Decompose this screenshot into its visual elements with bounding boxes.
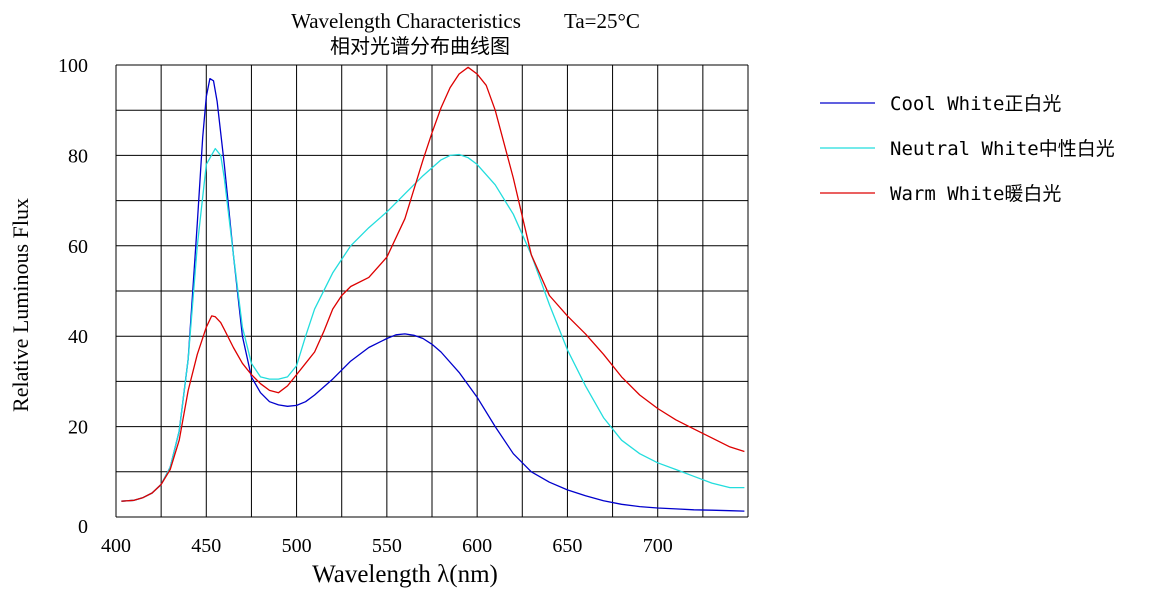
chart-title-suffix: Ta=25°C	[564, 9, 640, 33]
chart-title: Wavelength Characteristics	[291, 9, 521, 33]
series-line	[121, 147, 745, 502]
x-tick-label: 700	[643, 535, 673, 557]
legend-label: Warm White暖白光	[890, 183, 1061, 205]
y-tick-label: 80	[68, 145, 88, 167]
y-axis-label: Relative Luminous Flux	[8, 198, 33, 412]
legend-label: Cool White正白光	[890, 93, 1061, 115]
chart-subtitle: 相对光谱分布曲线图	[330, 35, 510, 58]
legend: Cool White正白光 Neutral White中性白光 Warm White…	[820, 93, 1115, 205]
y-tick-labels: 0 20 40 60 80 100	[58, 55, 88, 538]
y-tick-label: 40	[68, 326, 88, 348]
y-tick-label: 100	[58, 55, 88, 77]
y-tick-label: 20	[68, 417, 88, 439]
series-line	[121, 77, 745, 512]
x-tick-labels: 400 450 500 550 600 650 700	[101, 535, 673, 557]
x-tick-label: 650	[552, 535, 582, 557]
x-tick-label: 500	[282, 535, 312, 557]
legend-label: Neutral White中性白光	[890, 138, 1115, 160]
x-tick-label: 600	[462, 535, 492, 557]
y-tick-label: 60	[68, 236, 88, 258]
x-axis-label: Wavelength λ(nm)	[312, 561, 498, 588]
series-lines	[121, 66, 745, 512]
grid	[115, 64, 749, 518]
series-line	[121, 66, 745, 502]
y-tick-label: 0	[78, 516, 88, 538]
x-tick-label: 400	[101, 535, 131, 557]
x-tick-label: 550	[372, 535, 402, 557]
x-tick-label: 450	[191, 535, 221, 557]
